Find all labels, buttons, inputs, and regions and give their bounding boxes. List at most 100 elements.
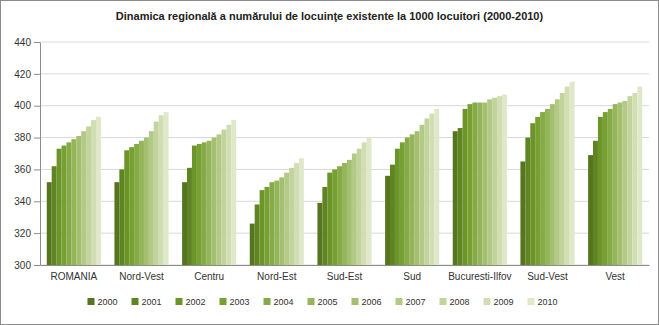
legend-item: 2000 bbox=[88, 297, 118, 307]
bar bbox=[632, 93, 637, 265]
grid bbox=[40, 42, 649, 265]
legend-item: 2002 bbox=[176, 297, 206, 307]
bar bbox=[637, 87, 642, 265]
bar bbox=[187, 168, 192, 265]
bar bbox=[327, 173, 332, 265]
axis-line bbox=[41, 265, 650, 266]
legend-swatch bbox=[264, 298, 271, 305]
series bbox=[96, 82, 642, 265]
bar bbox=[468, 104, 473, 265]
legend-swatch bbox=[484, 298, 491, 305]
chart: Dinamica regională a numărului de locuin… bbox=[0, 0, 659, 325]
tick: Nord-Vest bbox=[119, 265, 164, 282]
tick-label: 300 bbox=[14, 260, 31, 271]
tick: ROMANIA bbox=[50, 265, 97, 282]
legend-swatch bbox=[440, 298, 447, 305]
bar bbox=[57, 149, 62, 265]
legend-label: 2002 bbox=[186, 297, 206, 307]
bar bbox=[192, 146, 197, 265]
legend-swatch bbox=[176, 298, 183, 305]
bar bbox=[385, 176, 390, 265]
tick-label: Sud bbox=[403, 271, 421, 282]
bar bbox=[623, 101, 628, 265]
bar bbox=[212, 138, 217, 265]
legend-swatch bbox=[220, 298, 227, 305]
bar bbox=[274, 181, 279, 265]
bar bbox=[525, 138, 530, 265]
legend-label: 2007 bbox=[406, 297, 426, 307]
bar bbox=[71, 139, 76, 265]
legend-item: 2005 bbox=[308, 297, 338, 307]
series bbox=[76, 103, 622, 265]
legend-swatch bbox=[88, 298, 95, 305]
bar bbox=[337, 166, 342, 265]
legend-label: 2008 bbox=[450, 297, 470, 307]
bar bbox=[134, 144, 139, 265]
bar bbox=[129, 147, 134, 265]
tick: Nord-Est bbox=[257, 265, 297, 282]
bar bbox=[472, 103, 477, 265]
bar bbox=[279, 177, 284, 265]
tick: Bucuresti-Ilfov bbox=[448, 265, 511, 282]
bar bbox=[400, 142, 405, 265]
tick-mark bbox=[34, 106, 40, 107]
grid-line bbox=[40, 42, 649, 43]
tick-label: 340 bbox=[14, 196, 31, 207]
bar bbox=[390, 165, 395, 265]
bar bbox=[250, 224, 255, 265]
series bbox=[86, 93, 632, 265]
axis-line bbox=[40, 43, 41, 266]
legend-label: 2003 bbox=[230, 297, 250, 307]
legend-swatch bbox=[396, 298, 403, 305]
bar bbox=[560, 93, 565, 265]
bar bbox=[207, 141, 212, 265]
bar bbox=[81, 131, 86, 265]
bar bbox=[520, 161, 525, 265]
legend-label: 2005 bbox=[318, 297, 338, 307]
legend-item: 2007 bbox=[396, 297, 426, 307]
bar bbox=[555, 99, 560, 265]
bar bbox=[217, 134, 222, 265]
bar bbox=[550, 104, 555, 265]
bar bbox=[221, 130, 226, 265]
bar bbox=[66, 142, 71, 265]
bar bbox=[202, 142, 207, 265]
bar bbox=[299, 158, 304, 265]
bar bbox=[294, 163, 299, 265]
tick: 320 bbox=[14, 228, 40, 239]
legend-swatch bbox=[352, 298, 359, 305]
legend-swatch bbox=[528, 298, 535, 305]
tick: Centru bbox=[194, 265, 224, 282]
bar bbox=[119, 169, 124, 265]
x-axis: ROMANIANord-VestCentruNord-EstSud-EstSud… bbox=[41, 265, 650, 282]
tick-label: 420 bbox=[14, 69, 31, 80]
bar bbox=[535, 117, 540, 265]
bar bbox=[497, 96, 502, 265]
tick-mark bbox=[34, 201, 40, 202]
legend-label: 2006 bbox=[362, 297, 382, 307]
bar bbox=[530, 123, 535, 265]
bar bbox=[458, 128, 463, 265]
legend-swatch bbox=[308, 298, 315, 305]
tick-label: Centru bbox=[194, 271, 224, 282]
bar bbox=[453, 131, 458, 265]
bar bbox=[289, 168, 294, 265]
tick-label: 360 bbox=[14, 164, 31, 175]
bar bbox=[47, 182, 52, 265]
bar bbox=[159, 115, 164, 265]
legend-item: 2009 bbox=[484, 297, 514, 307]
bar bbox=[284, 173, 289, 265]
bar bbox=[269, 182, 274, 265]
bar bbox=[367, 138, 372, 265]
bar bbox=[265, 187, 270, 265]
tick-label: ROMANIA bbox=[50, 271, 97, 282]
bar bbox=[332, 169, 337, 265]
legend-item: 2008 bbox=[440, 297, 470, 307]
tick-label: Nord-Vest bbox=[119, 271, 164, 282]
legend-item: 2010 bbox=[528, 297, 558, 307]
bar bbox=[593, 141, 598, 265]
bar bbox=[502, 95, 507, 265]
series bbox=[71, 103, 617, 265]
bar bbox=[482, 103, 487, 265]
tick-mark bbox=[34, 169, 40, 170]
